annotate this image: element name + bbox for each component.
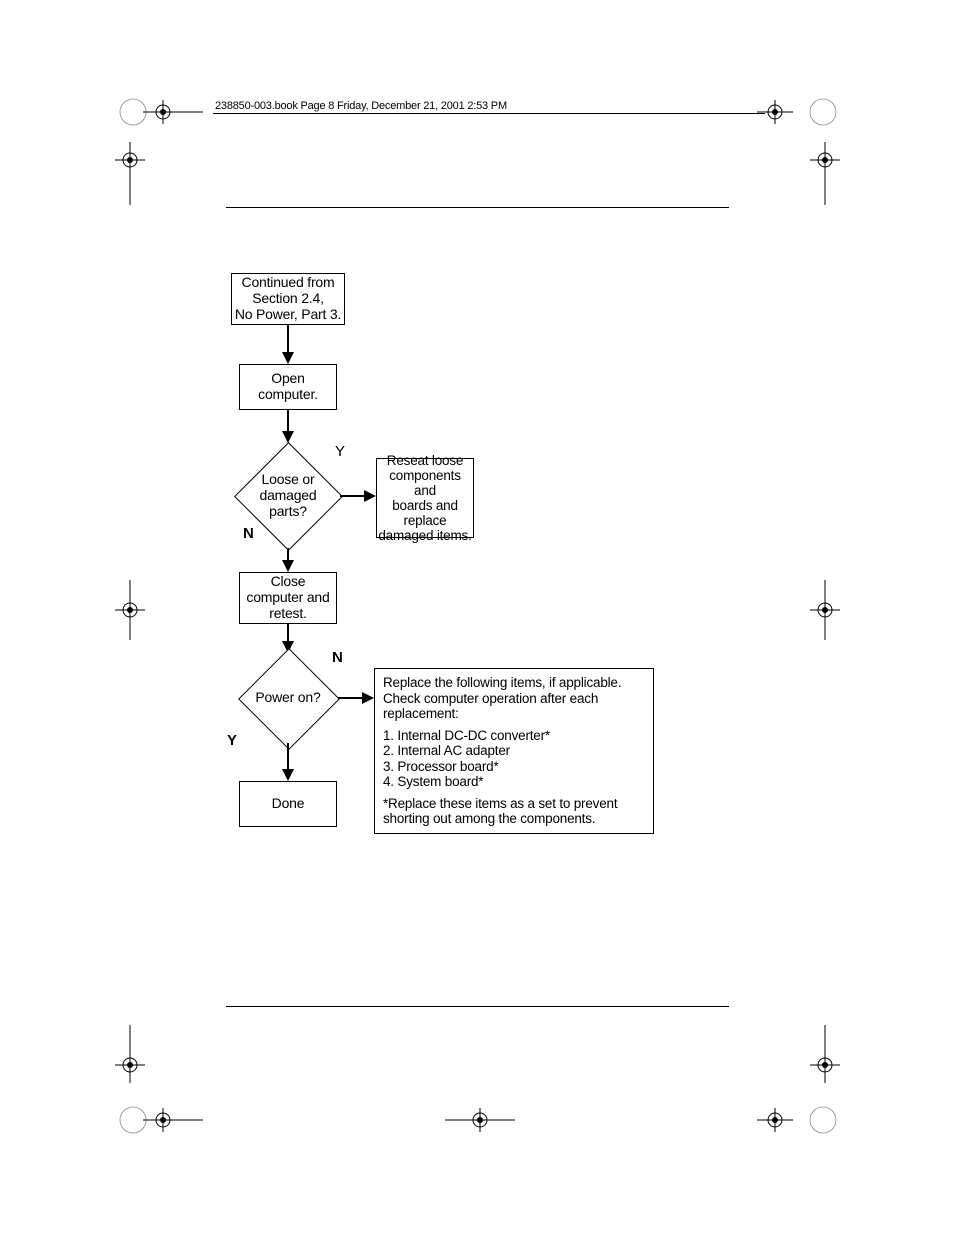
edge-label-power-yes: Y (227, 732, 237, 749)
node-open-line2: computer. (240, 387, 336, 403)
arrowhead-right-icon (364, 490, 376, 502)
node-reseat-line2: components and (377, 468, 473, 498)
node-replace-item2: 2. Internal AC adapter (383, 743, 645, 759)
edge-label-loose-yes: Y (335, 443, 345, 460)
node-loose-line1: Loose or (262, 471, 315, 487)
node-open-line1: Open (240, 371, 336, 387)
node-loose-line2: damaged (260, 487, 317, 503)
node-reseat-line3: boards and (377, 498, 473, 513)
edge-label-loose-no: N (243, 525, 254, 542)
header-text: 238850-003.book Page 8 Friday, December … (215, 100, 507, 112)
flowchart: Continued from Section 2.4, No Power, Pa… (225, 265, 705, 845)
content-bottom-rule (226, 1006, 729, 1007)
node-reseat-line5: damaged items. (377, 528, 473, 543)
crop-mark-right-lower (805, 1020, 845, 1090)
crop-mark-top-right (755, 97, 845, 137)
arrowhead-down-icon (282, 352, 294, 364)
crop-mark-bottom-center (440, 1098, 520, 1138)
connector (287, 324, 289, 354)
crop-mark-bottom-left (115, 1098, 205, 1138)
node-reseat-line1: Reseat loose (377, 453, 473, 468)
node-power: Power on? (235, 653, 341, 743)
node-done: Done (239, 781, 337, 827)
node-close-line1: Close (240, 574, 336, 590)
node-replace-item3: 3. Processor board* (383, 759, 645, 775)
node-start: Continued from Section 2.4, No Power, Pa… (231, 273, 345, 325)
node-close: Close computer and retest. (239, 572, 337, 624)
crop-mark-left-upper (110, 140, 150, 210)
arrowhead-down-icon (282, 560, 294, 572)
node-replace-intro: Replace the following items, if applicab… (383, 675, 645, 722)
node-done-line1: Done (240, 796, 336, 812)
connector (287, 623, 289, 643)
crop-mark-left-mid (110, 575, 150, 645)
node-close-line3: retest. (240, 606, 336, 622)
arrowhead-down-icon (282, 769, 294, 781)
node-start-line2: Section 2.4, (232, 291, 344, 307)
node-open: Open computer. (239, 364, 337, 410)
node-replace-note: *Replace these items as a set to prevent… (383, 796, 645, 827)
node-start-line3: No Power, Part 3. (232, 307, 344, 323)
node-close-line2: computer and (240, 590, 336, 606)
crop-mark-bottom-right (755, 1098, 845, 1138)
edge-label-power-no: N (332, 649, 343, 666)
node-loose-line3: parts? (269, 503, 307, 519)
node-reseat: Reseat loose components and boards and r… (376, 458, 474, 538)
node-power-line1: Power on? (255, 689, 320, 705)
connector (340, 495, 366, 497)
crop-mark-right-mid (805, 575, 845, 645)
connector (338, 697, 364, 699)
crop-mark-left-lower (110, 1020, 150, 1090)
node-replace: Replace the following items, if applicab… (374, 668, 654, 834)
arrowhead-right-icon (362, 692, 374, 704)
node-reseat-line4: replace (377, 513, 473, 528)
node-start-line1: Continued from (232, 275, 344, 291)
node-replace-item4: 4. System board* (383, 774, 645, 790)
node-replace-item1: 1. Internal DC-DC converter* (383, 728, 645, 744)
crop-mark-right-upper (805, 140, 845, 210)
connector (287, 743, 289, 771)
connector (287, 409, 289, 433)
crop-mark-top-left (115, 97, 205, 137)
header-rule (213, 113, 765, 114)
content-top-rule (226, 207, 729, 208)
